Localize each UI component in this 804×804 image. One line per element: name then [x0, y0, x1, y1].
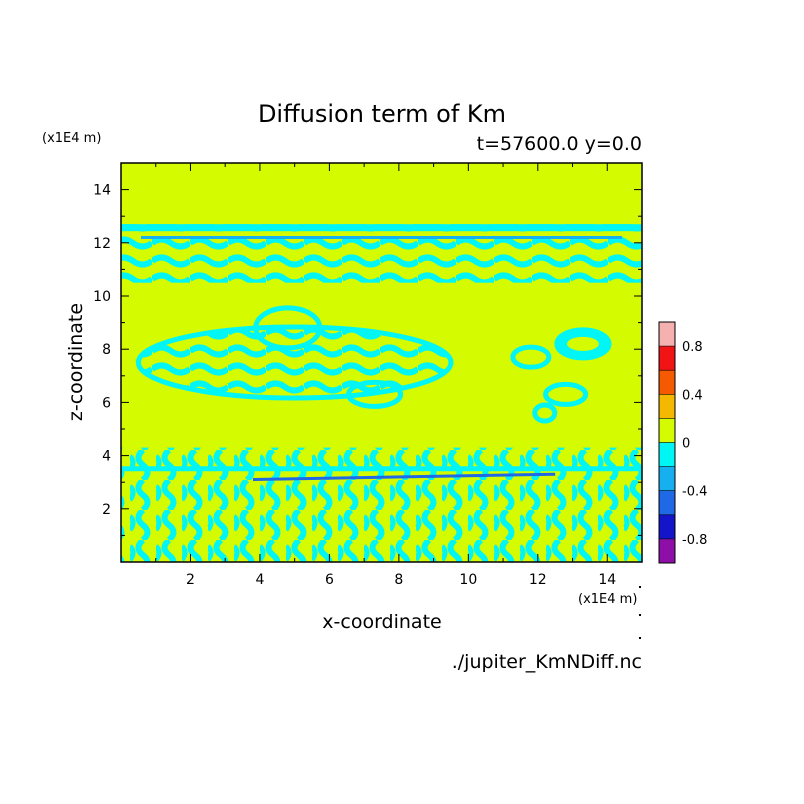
- source-file-label: ./jupiter_KmNDiff.nc: [452, 651, 642, 673]
- y-axis: 2 4 6 8 10 12 14: [93, 183, 642, 536]
- colorbar-segment: [659, 490, 675, 515]
- colorbar-tick-label: 0.4: [682, 388, 703, 403]
- plot-frame: [120, 162, 643, 563]
- chart-title: Diffusion term of Km: [258, 100, 506, 128]
- x-tick-label: 12: [529, 572, 547, 588]
- region-lower-band-core: [252, 472, 556, 482]
- colorbar-tick-label: -0.8: [682, 533, 707, 548]
- y-unit-label: (x1E4 m): [42, 131, 101, 146]
- x-tick-label: 4: [255, 572, 264, 588]
- region-upper-band: [121, 224, 642, 283]
- region-lower-band: [121, 447, 642, 562]
- y-tick-label: 14: [93, 183, 111, 199]
- colorbar-segment: [659, 538, 675, 563]
- y-axis-label: z-coordinate: [65, 303, 87, 421]
- contour-field: [121, 224, 642, 562]
- region-mid-cloud-left-low: [346, 379, 404, 409]
- x-tick-label: 6: [325, 572, 334, 588]
- x-axis: 2 4 6 8 10 12 14: [155, 163, 616, 588]
- colorbar-segment: [659, 418, 675, 443]
- y-tick-label: 8: [102, 342, 111, 358]
- colorbar-segment: [659, 514, 675, 539]
- colorbar: -0.8 -0.4 0 0.4 0.8: [658, 321, 707, 564]
- colorbar-tick-label: 0: [682, 437, 690, 452]
- plot-area: 2 4 6 8 10 12 14 2 4 6 8 10 12 14: [93, 162, 643, 588]
- axis-markers: [639, 586, 641, 639]
- chart-subtitle: t=57600.0 y=0.0: [477, 133, 642, 155]
- region-mid-blobs-right-core: [566, 336, 599, 351]
- colorbar-segment: [659, 442, 675, 467]
- x-tick-label: 10: [459, 572, 477, 588]
- colorbar-segment: [659, 346, 675, 371]
- region-mid-cloud-left: [135, 324, 454, 401]
- y-tick-label: 4: [102, 449, 111, 465]
- x-tick-label: 8: [394, 572, 403, 588]
- colorbar-segment: [659, 466, 675, 491]
- x-tick-label: 2: [186, 572, 195, 588]
- y-tick-label: 2: [102, 502, 111, 518]
- colorbar-segment: [659, 394, 675, 419]
- x-axis-label: x-coordinate: [322, 611, 441, 633]
- region-lower-band-edge: [121, 466, 642, 472]
- colorbar-segment: [659, 322, 675, 347]
- y-tick-label: 10: [93, 289, 111, 305]
- colorbar-tick-label: 0.8: [682, 340, 703, 355]
- y-tick-label: 6: [102, 395, 111, 411]
- region-mid-cloud-left-inner: [253, 305, 323, 351]
- region-mid-blobs-right-blob: [510, 344, 552, 370]
- colorbar-tick-label: -0.4: [682, 485, 707, 500]
- x-unit-label: (x1E4 m): [578, 592, 637, 607]
- x-tick-label: 14: [598, 572, 616, 588]
- region-upper-band-edge: [121, 224, 642, 232]
- region-mid-blobs-right-blob: [532, 402, 558, 424]
- colorbar-segment: [659, 370, 675, 395]
- y-tick-label: 12: [93, 236, 111, 252]
- region-mid-blobs-right-blob: [543, 381, 589, 407]
